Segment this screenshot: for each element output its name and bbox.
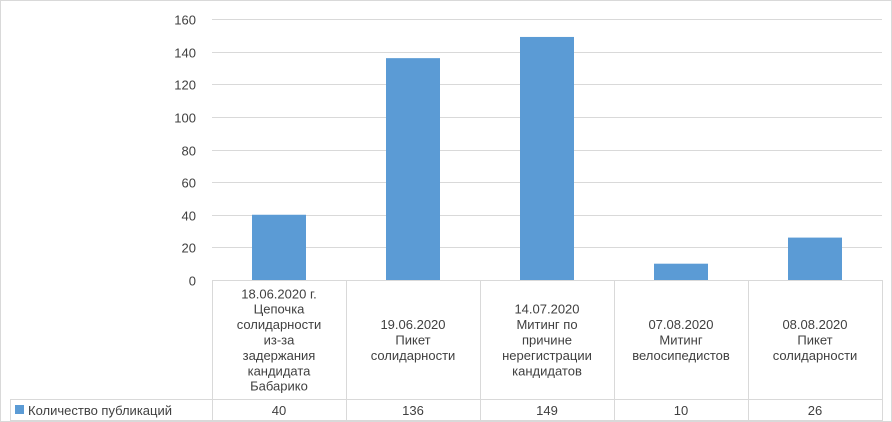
y-tick-label: 20 (182, 241, 196, 256)
y-tick-label: 120 (174, 78, 196, 93)
y-tick-label: 0 (189, 274, 196, 289)
data-value-label: 10 (674, 403, 688, 418)
bar (386, 58, 440, 281)
data-value-label: 136 (402, 403, 424, 418)
legend-label: Количество публикаций (28, 403, 172, 418)
legend-marker (15, 405, 24, 414)
bar (520, 36, 574, 280)
y-tick-label: 160 (174, 13, 196, 28)
y-axis-ticks: 0 20 40 60 80 100 120 140 160 (174, 13, 196, 289)
x-category-label: 08.08.2020 Пикет солидарности (773, 317, 858, 363)
x-category-label: 14.07.2020 Митинг по причине нерегистрации к… (502, 302, 592, 379)
y-tick-label: 100 (174, 111, 196, 126)
x-category-label: 07.08.2020 Митинг велосипедистов (632, 317, 730, 363)
x-category-label: 19.06.2020 Пикет солидарности (371, 317, 456, 363)
bar (252, 214, 306, 280)
x-category-label: 18.06.2020 г. Цепочка солидарности из-за зад… (237, 286, 322, 393)
data-value-label: 40 (272, 403, 286, 418)
y-tick-label: 60 (182, 176, 196, 191)
bars (252, 36, 842, 281)
data-value-label: 26 (808, 403, 822, 418)
y-tick-label: 80 (182, 144, 196, 159)
data-value-label: 149 (536, 403, 558, 418)
bar (654, 263, 708, 280)
data-table: 18.06.2020 г. Цепочка солидарности из-за зад… (10, 280, 883, 421)
y-tick-label: 140 (174, 46, 196, 61)
y-tick-label: 40 (182, 209, 196, 224)
bar (788, 237, 842, 280)
